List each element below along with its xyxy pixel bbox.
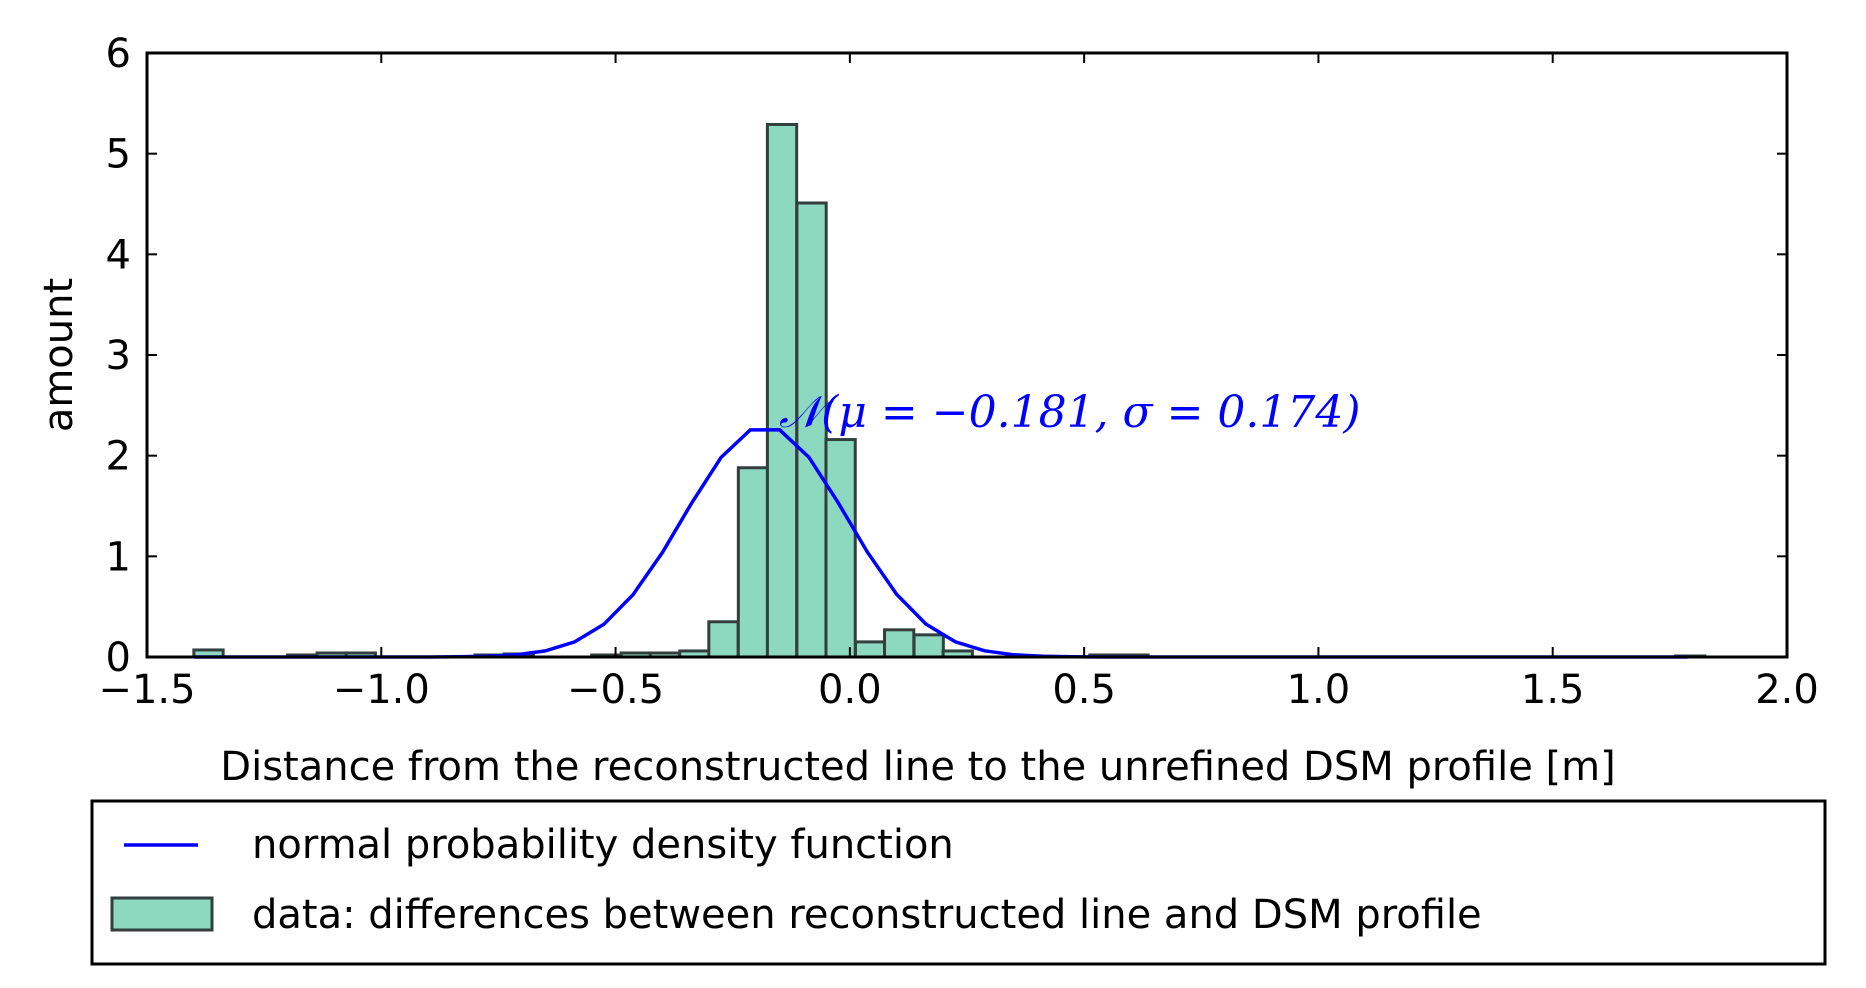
histogram-bar	[824, 438, 857, 659]
legend-hist-label: data: differences between reconstructed …	[252, 892, 1482, 938]
y-axis-ticks: 0 1 2 3 4 5 6	[106, 31, 1787, 681]
x-axis-label: Distance from the reconstructed line to …	[220, 744, 1615, 790]
histogram-bar	[883, 628, 916, 659]
histogram-bar	[912, 633, 945, 659]
y-tick-label: 6	[106, 31, 131, 77]
x-tick-label: 1.0	[1287, 667, 1351, 713]
histogram-bar	[795, 201, 828, 659]
y-tick-label: 1	[106, 534, 131, 580]
legend-hist-swatch	[110, 896, 214, 932]
y-tick-label: 2	[106, 434, 131, 480]
x-tick-label: −0.5	[567, 667, 664, 713]
y-tick-label: 4	[106, 232, 131, 278]
plot-area	[147, 53, 1787, 657]
y-axis-label: amount	[36, 278, 82, 432]
y-tick-label: 3	[106, 333, 131, 379]
histogram-bar	[707, 620, 740, 659]
histogram-bars	[192, 122, 1707, 659]
x-tick-label: 1.5	[1521, 667, 1585, 713]
histogram-bar	[853, 640, 887, 659]
y-tick-label: 5	[106, 132, 131, 178]
legend-box	[90, 799, 1827, 966]
x-axis-ticks: −1.5 −1.0 −0.5 0.0 0.5 1.0 1.5 2.0	[98, 53, 1819, 713]
distribution-annotation: 𝒩(μ = −0.181, σ = 0.174)	[779, 387, 1361, 438]
legend-pdf-label: normal probability density function	[252, 822, 954, 868]
x-tick-label: 2.0	[1755, 667, 1819, 713]
y-tick-label: 0	[106, 635, 131, 681]
x-tick-label: 0.5	[1052, 667, 1116, 713]
x-tick-label: −1.0	[333, 667, 430, 713]
x-tick-label: 0.0	[818, 667, 882, 713]
legend: normal probability density function data…	[90, 799, 1827, 966]
x-tick-label: −1.5	[98, 667, 195, 713]
histogram-bar	[736, 466, 770, 659]
